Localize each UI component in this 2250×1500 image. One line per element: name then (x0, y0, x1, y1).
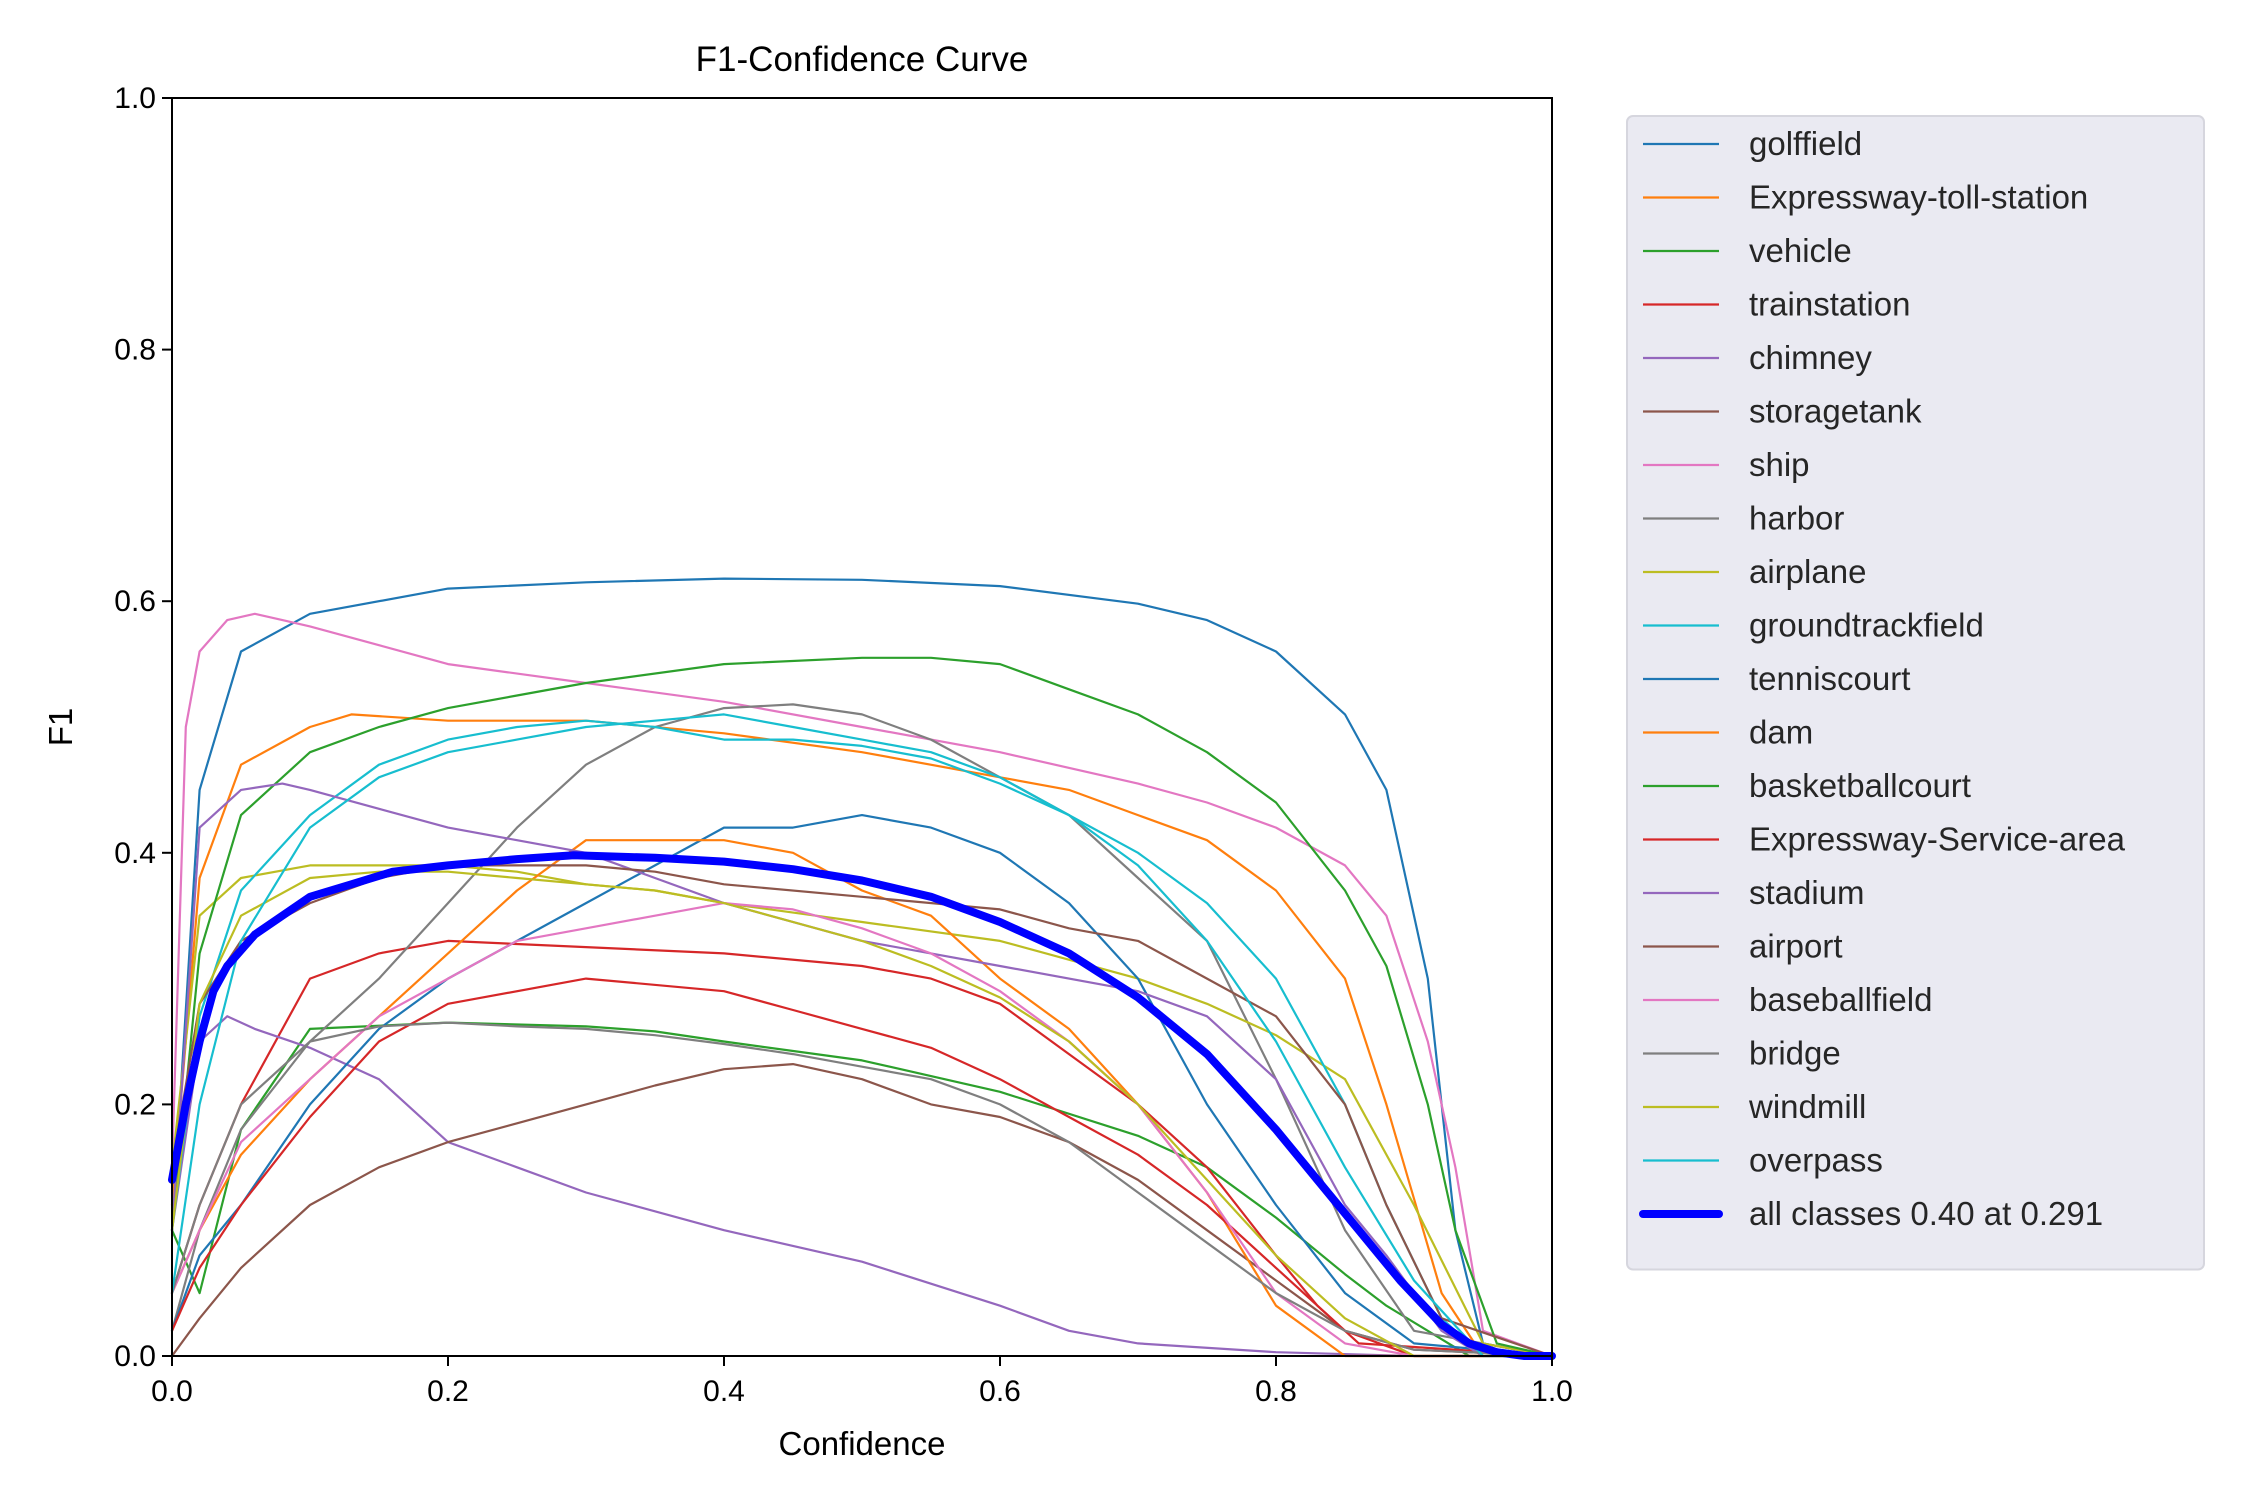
legend-label: tenniscourt (1749, 660, 1910, 697)
legend-label: chimney (1749, 339, 1872, 376)
series-line-10 (170, 814, 1554, 1358)
series-line-7 (170, 703, 1554, 1358)
legend-label: golffield (1749, 125, 1862, 162)
legend-label: basketballcourt (1749, 767, 1971, 804)
series-line-4 (170, 1015, 1554, 1358)
legend-label: windmill (1748, 1088, 1866, 1125)
legend-label: airport (1749, 928, 1843, 965)
series-line-12 (170, 656, 1554, 1358)
legend-label: ship (1749, 446, 1810, 483)
y-tick-label: 0.2 (114, 1088, 156, 1121)
legend-label: overpass (1749, 1142, 1883, 1179)
legend-label: vehicle (1749, 232, 1852, 269)
legend-label: baseballfield (1749, 981, 1932, 1018)
series-line-8 (170, 864, 1554, 1358)
plot-frame (171, 97, 1553, 1357)
series-line-20 (168, 851, 1556, 1360)
series-line-5 (170, 1063, 1554, 1358)
series-line-3 (170, 939, 1554, 1358)
x-tick-label: 1.0 (1531, 1375, 1573, 1408)
chart-title: F1-Confidence Curve (696, 40, 1029, 79)
series-line-1 (170, 713, 1554, 1358)
legend-label: storagetank (1749, 393, 1922, 430)
x-axis-label: Confidence (779, 1425, 946, 1462)
x-tick-label: 0.4 (703, 1375, 745, 1408)
series-line-16 (170, 902, 1554, 1358)
legend-box (1626, 115, 2205, 1271)
legend-label: trainstation (1749, 286, 1910, 323)
series-line-18 (170, 870, 1554, 1358)
x-axis-ticks: 0.0 0.2 0.4 0.6 0.8 1.0 (151, 1356, 1573, 1408)
x-tick-label: 0.0 (151, 1375, 193, 1408)
series-line-15 (170, 864, 1554, 1358)
y-tick-label: 0.8 (114, 334, 156, 367)
y-tick-label: 0.6 (114, 585, 156, 618)
legend-label: airplane (1749, 553, 1866, 590)
legend-label: Expressway-Service-area (1749, 821, 2126, 858)
series-line-6 (170, 612, 1554, 1358)
legend-label: dam (1749, 714, 1813, 751)
y-axis-label: F1 (42, 708, 79, 747)
x-tick-label: 0.2 (427, 1375, 469, 1408)
legend-label: groundtrackfield (1749, 607, 1984, 644)
y-tick-label: 0.0 (114, 1340, 156, 1373)
series-line-11 (170, 839, 1554, 1358)
legend-label: Expressway-toll-station (1749, 179, 2088, 216)
series-line-2 (170, 1021, 1554, 1358)
series-line-14 (170, 782, 1554, 1358)
legend-label: all classes 0.40 at 0.291 (1749, 1195, 2103, 1232)
series-line-17 (170, 1021, 1554, 1358)
y-axis-ticks: 0.0 0.2 0.4 0.6 0.8 1.0 (114, 82, 172, 1373)
plot-lines (168, 577, 1556, 1360)
series-line-13 (170, 977, 1554, 1358)
y-tick-label: 0.4 (114, 837, 156, 870)
legend: golffield Expressway-toll-station vehicle t… (1626, 115, 2205, 1271)
series-line-0 (170, 577, 1554, 1358)
legend-label: bridge (1749, 1035, 1841, 1072)
y-tick-label: 1.0 (114, 82, 156, 115)
legend-label: stadium (1749, 874, 1865, 911)
legend-label: harbor (1749, 500, 1844, 537)
series-line-19 (170, 713, 1554, 1358)
x-tick-label: 0.8 (1255, 1375, 1297, 1408)
x-tick-label: 0.6 (979, 1375, 1021, 1408)
